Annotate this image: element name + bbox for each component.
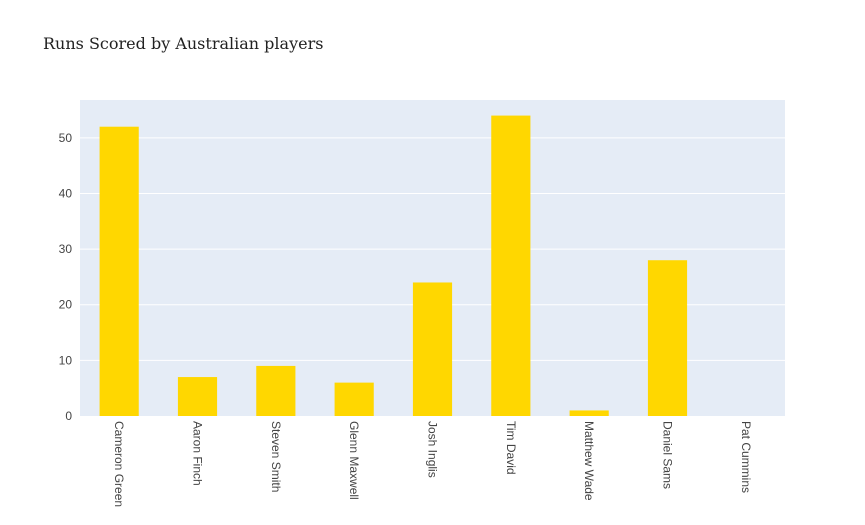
x-tick-label: Glenn Maxwell bbox=[347, 421, 361, 500]
x-tick-label: Aaron Finch bbox=[191, 421, 205, 486]
x-tick-label: Steven Smith bbox=[269, 421, 283, 492]
bar bbox=[412, 282, 453, 416]
x-tick-label: Daniel Sams bbox=[661, 421, 675, 489]
y-tick-label: 0 bbox=[65, 409, 72, 423]
y-axis-ticks: 0 10 20 30 40 50 bbox=[59, 131, 73, 423]
x-tick-label: Cameron Green bbox=[112, 421, 126, 507]
bar bbox=[334, 382, 374, 416]
bars bbox=[99, 115, 688, 417]
y-tick-label: 20 bbox=[59, 298, 73, 312]
x-tick-label: Tim David bbox=[504, 421, 518, 475]
bar bbox=[647, 260, 688, 416]
y-tick-label: 30 bbox=[59, 242, 73, 256]
bar bbox=[491, 115, 531, 417]
y-tick-label: 40 bbox=[59, 186, 73, 200]
bar bbox=[256, 365, 296, 416]
bar bbox=[177, 377, 218, 416]
bar bbox=[99, 126, 139, 416]
x-tick-label: Josh Inglis bbox=[426, 421, 440, 478]
x-tick-label: Pat Cummins bbox=[739, 421, 753, 493]
x-axis-ticks: Cameron Green Aaron Finch Steven Smith Glen… bbox=[112, 421, 753, 507]
x-tick-label: Matthew Wade bbox=[582, 421, 596, 501]
y-tick-label: 10 bbox=[59, 353, 73, 367]
bar bbox=[569, 410, 609, 416]
y-tick-label: 50 bbox=[59, 131, 73, 145]
chart-title: Runs Scored by Australian players bbox=[43, 34, 324, 53]
